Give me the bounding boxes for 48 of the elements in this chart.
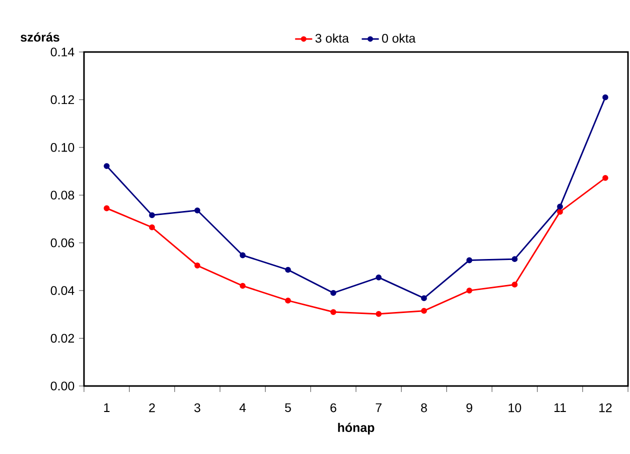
point — [104, 163, 110, 169]
y-tick-label: 0.02 — [50, 334, 74, 343]
point — [376, 310, 382, 317]
point — [376, 274, 382, 280]
x-tick-label: 10 — [508, 403, 522, 412]
point — [240, 252, 246, 258]
y-tick-label: 0.04 — [50, 286, 74, 295]
point — [330, 309, 336, 315]
x-tick-label: 2 — [149, 403, 155, 412]
point — [512, 256, 518, 262]
y-tick-label: 0.06 — [50, 238, 74, 248]
point — [602, 94, 608, 100]
y-tick-label: 0.12 — [50, 95, 74, 104]
point — [330, 290, 336, 296]
point — [557, 208, 563, 215]
y-axis-title: szórás — [20, 32, 60, 42]
point — [285, 266, 291, 273]
point — [240, 282, 246, 289]
x-tick-label: 9 — [466, 403, 472, 412]
point — [466, 288, 472, 294]
legend-label: 3 okta — [315, 34, 349, 43]
x-tick-label: 6 — [330, 403, 336, 412]
point — [512, 282, 518, 288]
x-tick-label: 8 — [421, 403, 427, 412]
point — [194, 262, 200, 268]
x-tick-label: 11 — [554, 403, 566, 412]
x-tick-label: 3 — [194, 403, 200, 412]
x-tick-label: 4 — [239, 403, 246, 412]
point — [149, 224, 155, 230]
point — [421, 308, 427, 314]
point — [194, 207, 200, 214]
x-tick-label: 12 — [599, 403, 612, 412]
legend-label: 0 okta — [382, 34, 416, 43]
point — [602, 175, 608, 181]
x-tick-label: 7 — [376, 403, 382, 412]
point — [421, 295, 427, 302]
y-tick-label: 0.08 — [50, 190, 74, 200]
y-tick-label: 0.14 — [50, 48, 74, 56]
y-tick-label: 0.00 — [50, 382, 74, 390]
point — [466, 257, 472, 264]
point — [557, 204, 563, 210]
x-tick-label: 5 — [285, 403, 291, 412]
x-tick-label: 1 — [104, 403, 110, 412]
point — [104, 205, 110, 212]
y-tick-label: 0.10 — [50, 143, 74, 152]
point — [285, 298, 291, 304]
point — [149, 212, 155, 218]
x-axis-title: hónap — [338, 422, 374, 434]
